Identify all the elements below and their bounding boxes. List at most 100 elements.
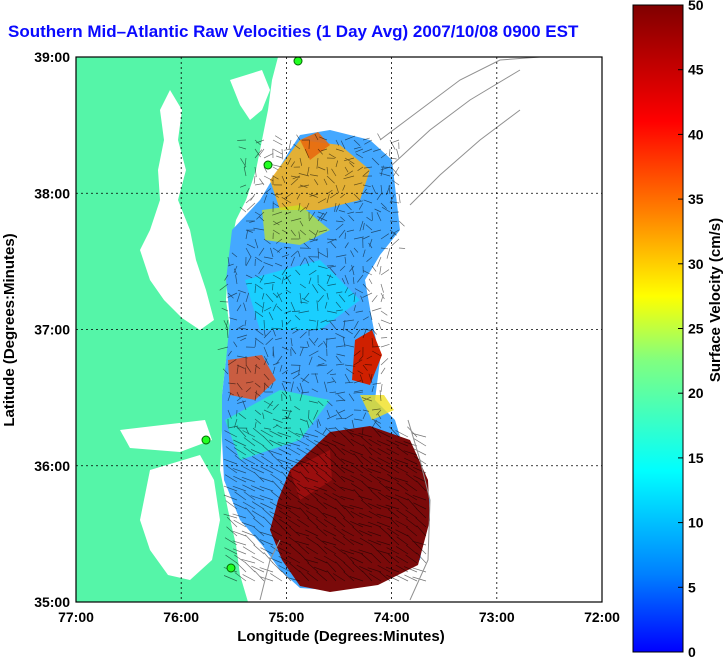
velocity-arrow	[243, 166, 247, 177]
velocity-arrow	[374, 208, 382, 213]
velocity-arrow	[253, 471, 265, 483]
y-tick-label: 35:00	[34, 594, 70, 610]
velocity-arrow	[294, 406, 301, 411]
velocity-arrow	[307, 562, 319, 573]
velocity-arrow	[406, 526, 418, 537]
velocity-arrow	[254, 337, 264, 345]
velocity-arrow	[251, 501, 265, 510]
velocity-arrow	[332, 493, 346, 501]
velocity-arrow	[272, 148, 283, 155]
velocity-arrow	[354, 288, 364, 294]
velocity-arrow	[299, 346, 308, 348]
velocity-arrow	[245, 292, 250, 303]
velocity-arrow	[296, 447, 310, 456]
velocity-arrow	[362, 316, 369, 321]
velocity-arrow	[376, 212, 382, 222]
velocity-arrow	[350, 539, 364, 546]
velocity-arrow	[387, 553, 400, 564]
velocity-arrow	[273, 220, 283, 226]
velocity-arrow	[413, 448, 427, 456]
velocity-arrow	[362, 148, 373, 154]
velocity-arrow	[295, 432, 310, 438]
velocity-arrow	[263, 373, 270, 381]
velocity-arrow	[317, 148, 323, 155]
velocity-arrow	[335, 409, 343, 419]
velocity-arrow	[297, 500, 310, 510]
velocity-arrow	[306, 420, 310, 429]
velocity-arrow	[396, 446, 409, 456]
velocity-arrow	[326, 570, 337, 582]
velocity-arrow	[290, 381, 294, 393]
velocity-arrow	[287, 555, 301, 564]
velocity-arrow	[325, 472, 337, 483]
velocity-arrow	[313, 566, 328, 573]
velocity-arrow	[325, 427, 337, 438]
velocity-arrow	[329, 391, 337, 394]
velocity-arrow	[219, 283, 229, 291]
velocity-arrow	[368, 447, 382, 456]
velocity-arrow	[299, 346, 304, 357]
velocity-arrow	[326, 444, 337, 456]
velocity-arrow	[358, 432, 373, 438]
velocity-arrow	[311, 388, 319, 393]
x-tick-label: 72:00	[584, 609, 620, 625]
velocity-arrow	[272, 229, 280, 235]
velocity-arrow	[344, 232, 346, 240]
velocity-arrow	[235, 274, 238, 285]
velocity-arrow	[416, 480, 427, 492]
velocity-arrow	[281, 175, 286, 184]
velocity-arrow	[313, 485, 328, 492]
velocity-arrow	[281, 391, 287, 398]
velocity-arrow	[298, 202, 301, 211]
velocity-arrow	[362, 364, 368, 371]
velocity-arrow	[344, 413, 354, 420]
velocity-arrow	[333, 482, 346, 492]
velocity-arrow	[265, 337, 274, 345]
velocity-arrow	[349, 265, 355, 272]
velocity-arrow	[259, 148, 265, 156]
velocity-arrow	[308, 238, 318, 241]
velocity-arrow	[340, 495, 355, 501]
delaware-bay	[230, 70, 270, 120]
velocity-arrow	[344, 373, 351, 384]
velocity-arrow	[376, 476, 391, 483]
velocity-arrow	[227, 392, 232, 402]
velocity-arrow	[376, 549, 391, 555]
velocity-arrow	[224, 438, 238, 447]
velocity-arrow	[275, 337, 283, 341]
velocity-arrow	[385, 566, 400, 573]
velocity-arrow	[242, 546, 256, 555]
velocity-arrow	[225, 500, 238, 510]
velocity-arrow	[377, 457, 391, 465]
velocity-arrow	[272, 220, 280, 226]
y-tick-label: 37:00	[34, 322, 70, 338]
velocity-arrow	[334, 471, 346, 483]
velocity-arrow	[290, 337, 293, 347]
velocity-arrow	[272, 139, 283, 146]
velocity-arrow	[285, 319, 292, 326]
velocity-arrow	[262, 435, 274, 447]
velocity-arrow	[327, 238, 337, 244]
velocity-arrow	[367, 531, 382, 537]
velocity-arrow	[272, 418, 283, 424]
velocity-arrow	[235, 561, 247, 573]
velocity-arrow	[353, 305, 356, 312]
velocity-arrow	[306, 537, 319, 546]
velocity-arrow	[386, 448, 400, 456]
velocity-arrow	[366, 355, 373, 360]
velocity-arrow	[405, 554, 418, 564]
velocity-arrow	[396, 482, 409, 492]
velocity-arrow	[326, 319, 337, 322]
velocity-arrow	[255, 139, 265, 144]
velocity-arrow	[232, 548, 247, 555]
velocity-arrow	[379, 571, 391, 582]
velocity-arrow	[334, 202, 337, 212]
velocity-arrow	[380, 358, 389, 366]
velocity-arrow	[275, 135, 283, 141]
velocity-arrow	[376, 504, 391, 510]
velocity-arrow	[227, 359, 237, 366]
velocity-arrow	[317, 216, 328, 222]
velocity-arrow	[232, 530, 247, 537]
velocity-arrow	[403, 566, 418, 573]
